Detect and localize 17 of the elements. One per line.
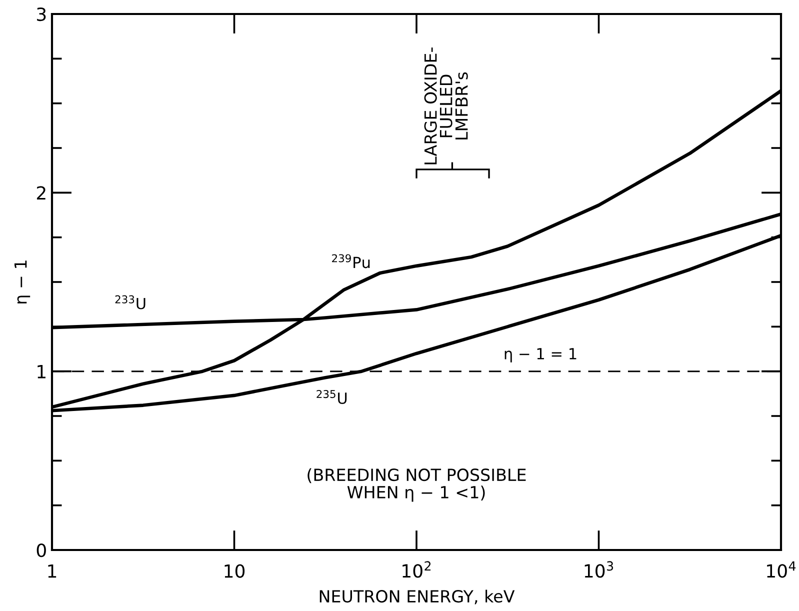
y-tick-label: 2	[36, 186, 46, 200]
series-label: $^{239}$Pu	[332, 254, 370, 268]
series-label: $^{235}$U	[316, 390, 347, 404]
y-tick-label: 3	[37, 7, 46, 22]
y-tick-label: 0	[36, 543, 46, 558]
y-tick-label: 1	[38, 365, 46, 378]
series-label: $^{233}$U	[115, 295, 146, 310]
x-tick-label: 10$^{2}$	[402, 561, 431, 578]
x-tick-label: 10	[224, 564, 245, 578]
x-tick-label: 10$^{3}$	[584, 561, 614, 578]
annotation: (BREEDING NOT POSSIBLE WHEN η − 1 <1)	[308, 468, 526, 502]
ref-line-label: η − 1 = 1	[504, 348, 576, 362]
x-tick-label: 10$^{4}$	[767, 561, 796, 578]
annotation: LARGE OXIDE- FUELED LMFBR's	[424, 48, 468, 164]
x-axis-title: NEUTRON ENERGY, keV	[320, 590, 515, 604]
y-axis-title: η − 1	[14, 260, 30, 304]
x-tick-label: 1	[48, 564, 56, 578]
